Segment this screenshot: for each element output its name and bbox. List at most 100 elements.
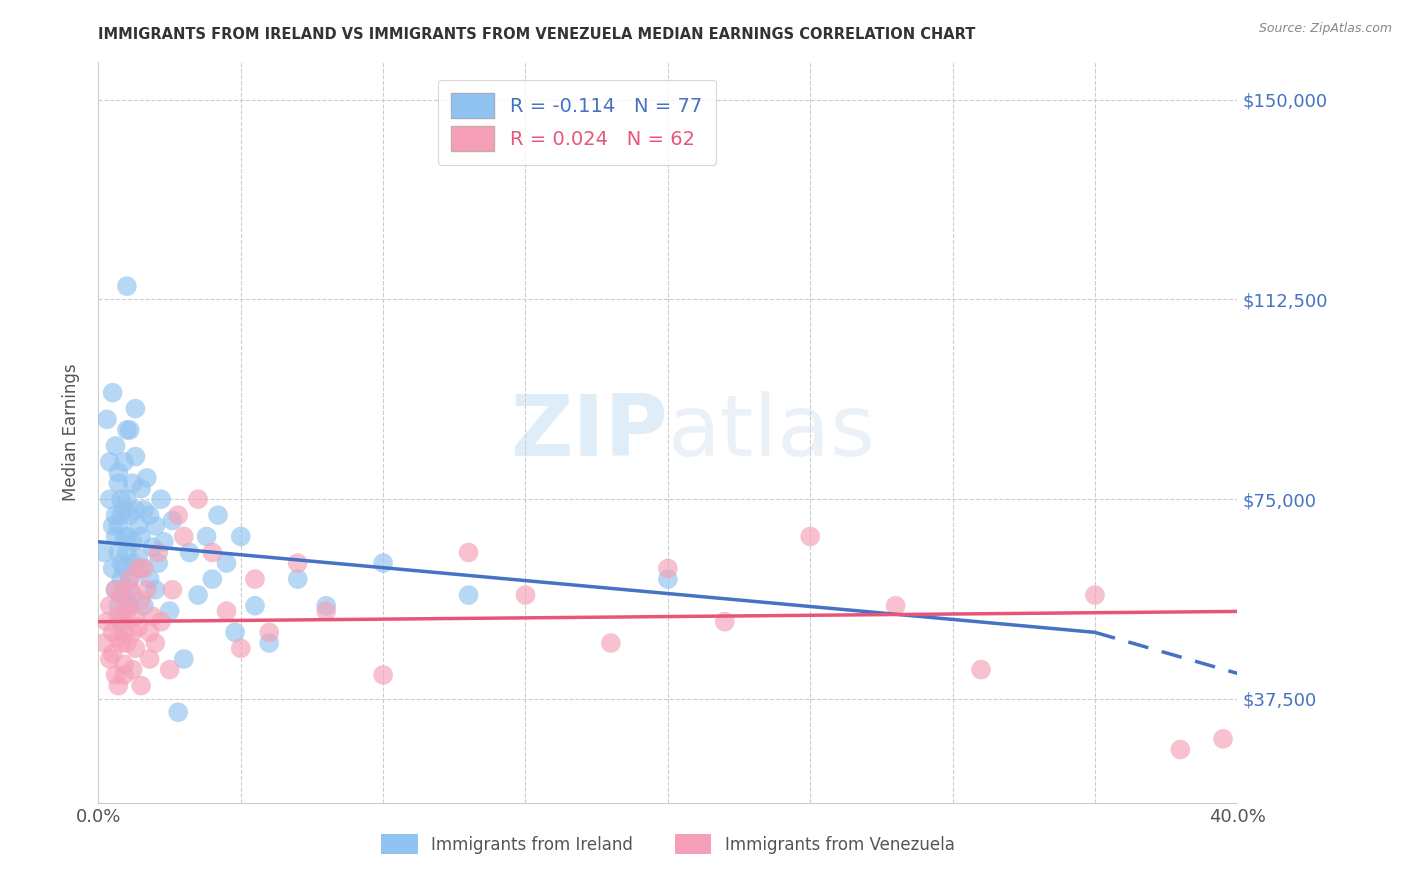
Point [121, 534, 143, 549]
Point [112, 657, 135, 672]
Point [101, 561, 124, 575]
Point [201, 572, 224, 586]
Point [135, 582, 157, 597]
Point [98, 599, 121, 613]
Point [129, 679, 152, 693]
Point [215, 556, 238, 570]
Point [159, 604, 181, 618]
Point [141, 540, 163, 554]
Point [115, 529, 138, 543]
Point [224, 625, 246, 640]
Point [132, 503, 155, 517]
Point [159, 663, 181, 677]
Point [162, 514, 184, 528]
Point [259, 625, 281, 640]
Point [138, 652, 160, 666]
Point [457, 588, 479, 602]
Point [121, 663, 143, 677]
Point [118, 572, 141, 586]
Point [148, 556, 170, 570]
Point [127, 561, 149, 575]
Point [179, 545, 201, 559]
Point [104, 508, 127, 523]
Point [141, 609, 163, 624]
Point [121, 625, 143, 640]
Point [121, 476, 143, 491]
Point [167, 705, 190, 719]
Point [115, 545, 138, 559]
Point [107, 631, 129, 645]
Point [110, 572, 132, 586]
Point [96, 615, 118, 629]
Point [110, 588, 132, 602]
Point [96, 412, 118, 426]
Point [1170, 742, 1192, 756]
Point [107, 545, 129, 559]
Point [201, 545, 224, 559]
Point [173, 529, 195, 543]
Point [799, 529, 821, 543]
Point [373, 668, 395, 682]
Point [112, 625, 135, 640]
Point [118, 599, 141, 613]
Point [970, 663, 993, 677]
Point [127, 620, 149, 634]
Point [173, 652, 195, 666]
Point [98, 492, 121, 507]
Point [118, 582, 141, 597]
Point [129, 529, 152, 543]
Point [115, 636, 138, 650]
Point [115, 492, 138, 507]
Point [129, 482, 152, 496]
Point [115, 604, 138, 618]
Text: IMMIGRANTS FROM IRELAND VS IMMIGRANTS FROM VENEZUELA MEDIAN EARNINGS CORRELATION: IMMIGRANTS FROM IRELAND VS IMMIGRANTS FR… [98, 27, 976, 42]
Point [107, 609, 129, 624]
Point [132, 599, 155, 613]
Point [107, 518, 129, 533]
Point [110, 508, 132, 523]
Point [127, 550, 149, 565]
Point [127, 518, 149, 533]
Point [124, 450, 146, 464]
Point [101, 385, 124, 400]
Point [129, 593, 152, 607]
Point [287, 572, 309, 586]
Point [104, 439, 127, 453]
Point [132, 561, 155, 575]
Point [315, 604, 337, 618]
Point [287, 556, 309, 570]
Point [150, 615, 173, 629]
Point [107, 679, 129, 693]
Point [101, 518, 124, 533]
Point [107, 599, 129, 613]
Point [150, 492, 173, 507]
Point [373, 556, 395, 570]
Point [243, 599, 266, 613]
Text: atlas: atlas [668, 391, 876, 475]
Point [110, 492, 132, 507]
Point [110, 615, 132, 629]
Point [148, 545, 170, 559]
Legend: Immigrants from Ireland, Immigrants from Venezuela: Immigrants from Ireland, Immigrants from… [374, 828, 962, 861]
Point [98, 455, 121, 469]
Point [259, 636, 281, 650]
Point [315, 599, 337, 613]
Point [115, 599, 138, 613]
Point [112, 588, 135, 602]
Point [1212, 731, 1234, 746]
Point [145, 582, 167, 597]
Point [93, 636, 115, 650]
Point [112, 561, 135, 575]
Point [112, 668, 135, 682]
Point [112, 455, 135, 469]
Point [115, 423, 138, 437]
Point [215, 604, 238, 618]
Point [714, 615, 737, 629]
Point [135, 471, 157, 485]
Point [153, 534, 176, 549]
Point [124, 503, 146, 517]
Point [124, 641, 146, 656]
Point [112, 529, 135, 543]
Point [118, 572, 141, 586]
Point [121, 588, 143, 602]
